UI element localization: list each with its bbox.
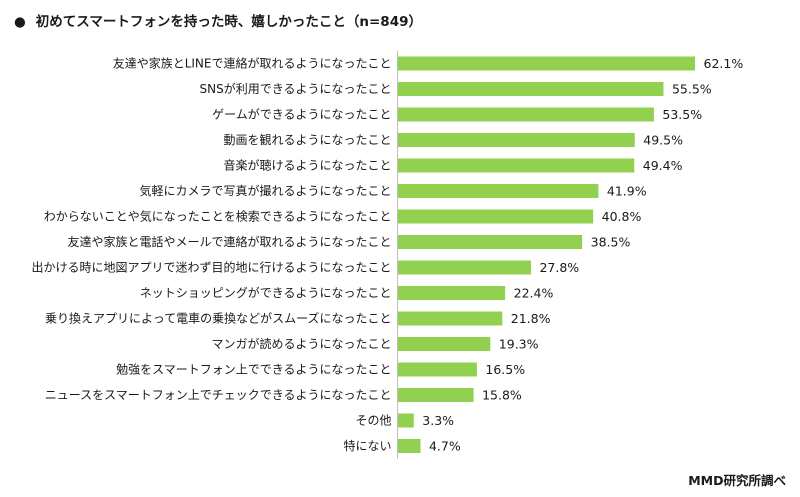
bar bbox=[398, 286, 506, 300]
category-label: 気軽にカメラで写真が撮れるようになったこと bbox=[139, 183, 391, 198]
chart-title-text: 初めてスマートフォンを持った時、嬉しかったこと（n=849） bbox=[35, 14, 422, 30]
category-label: 特にない bbox=[343, 438, 391, 453]
category-label: わからないことや気になったことを検索できるようになったこと bbox=[44, 209, 392, 224]
bar bbox=[398, 260, 531, 275]
bar bbox=[398, 235, 583, 249]
data-label: 41.9% bbox=[607, 184, 647, 199]
bar bbox=[398, 337, 491, 351]
bar bbox=[398, 413, 414, 428]
category-label: 出かける時に地図アプリで迷わず目的地に行けるようになったこと bbox=[31, 260, 391, 275]
category-label: 友達や家族と電話やメールで連絡が取れるようになったこと bbox=[67, 234, 391, 249]
category-label: SNSが利用できるようになったこと bbox=[200, 81, 392, 96]
bar bbox=[398, 184, 599, 198]
bar bbox=[398, 158, 635, 173]
category-label: 勉強をスマートフォン上でできるようになったこと bbox=[116, 363, 391, 377]
bar bbox=[398, 209, 594, 224]
bar bbox=[398, 439, 421, 453]
bar bbox=[398, 362, 477, 377]
category-label: 乗り換えアプリによって電車の乗換などがスムーズになったこと bbox=[45, 311, 391, 326]
data-label: 4.7% bbox=[429, 439, 461, 454]
title-bullet: ● bbox=[14, 14, 26, 30]
bar bbox=[398, 133, 635, 147]
bar bbox=[398, 82, 664, 96]
category-label: 音楽が聴けるようになったこと bbox=[223, 158, 391, 173]
category-label: 友達や家族とLINEで連絡が取れるようになったこと bbox=[113, 56, 392, 71]
data-label: 53.5% bbox=[662, 107, 702, 122]
category-label: ネットショッピングができるようになったこと bbox=[140, 285, 392, 300]
bar bbox=[398, 388, 474, 402]
bar bbox=[398, 311, 503, 326]
category-label: 動画を観れるようになったこと bbox=[223, 133, 391, 147]
data-label: 16.5% bbox=[485, 362, 525, 377]
bar bbox=[398, 56, 696, 71]
data-label: 49.5% bbox=[643, 133, 683, 148]
category-label: ゲームができるようになったこと bbox=[212, 107, 391, 122]
data-label: 40.8% bbox=[602, 209, 642, 224]
data-label: 21.8% bbox=[511, 311, 551, 326]
data-label: 27.8% bbox=[539, 260, 579, 275]
data-label: 15.8% bbox=[482, 388, 522, 403]
category-label: マンガが読めるようになったこと bbox=[211, 336, 391, 351]
data-label: 19.3% bbox=[499, 337, 539, 352]
data-label: 55.5% bbox=[672, 82, 712, 97]
category-label: ニュースをスマートフォン上でチェックできるようになったこと bbox=[45, 388, 392, 402]
data-label: 62.1% bbox=[704, 56, 744, 71]
bar bbox=[398, 107, 654, 122]
data-label: 38.5% bbox=[591, 235, 631, 250]
source-credit: MMD研究所調べ bbox=[688, 473, 786, 488]
data-label: 22.4% bbox=[514, 286, 554, 301]
chart-title: ● 初めてスマートフォンを持った時、嬉しかったこと（n=849） bbox=[14, 10, 422, 30]
data-label: 3.3% bbox=[422, 413, 454, 428]
data-label: 49.4% bbox=[643, 158, 683, 173]
category-label: その他 bbox=[355, 414, 391, 428]
